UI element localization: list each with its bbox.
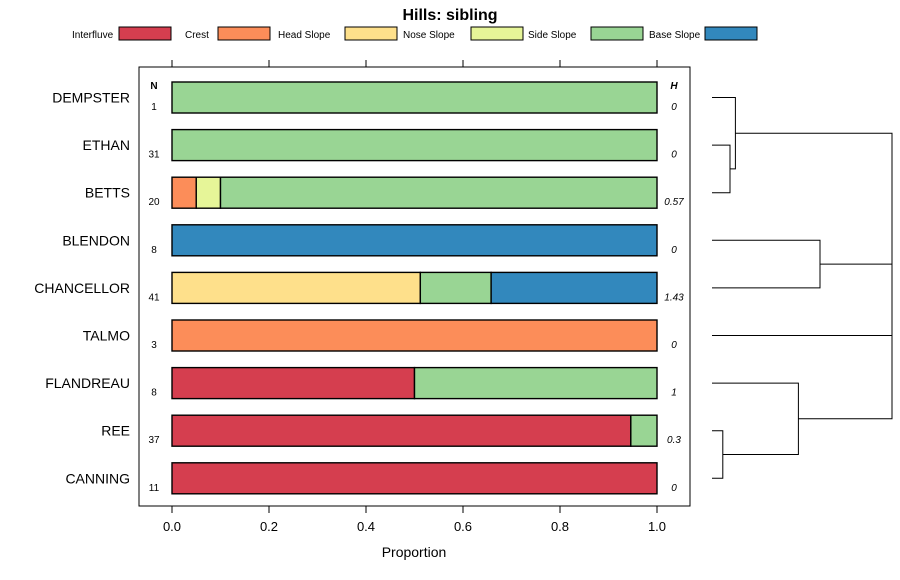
row-label-canning: CANNING (65, 470, 130, 486)
n-value-flandreau: 8 (151, 388, 157, 399)
row-label-betts: BETTS (85, 185, 130, 201)
bar-blendon-base-slope (171, 224, 658, 257)
dendrogram (712, 97, 893, 479)
legend-swatch-side-slope (590, 26, 644, 41)
dendrogram-branch-3 (712, 430, 724, 479)
legend-label-base-slope: Base Slope (649, 30, 701, 41)
x-axis: 0.0 0.2 0.4 0.6 0.8 1.0 (163, 60, 666, 534)
h-value-talmo: 0 (671, 340, 677, 351)
dendrogram-branch-4 (712, 382, 799, 455)
bar-ree-interfluve (171, 414, 632, 447)
bar-flandreau-interfluve (171, 366, 416, 400)
n-value-blendon: 8 (151, 245, 157, 256)
h-value-ree: 0.3 (667, 435, 681, 446)
n-value-talmo: 3 (151, 340, 157, 351)
h-value-dempster: 0 (671, 102, 677, 113)
row-label-ree: REE (101, 423, 130, 439)
h-value-flandreau: 1 (671, 388, 677, 399)
dendrogram-branch-5 (712, 263, 893, 336)
plot-frame (138, 66, 691, 507)
n-value-betts: 20 (148, 197, 160, 208)
row-label-ethan: ETHAN (83, 137, 130, 153)
bar-canning-interfluve (171, 462, 658, 495)
h-column-header: H (670, 81, 678, 92)
row-label-flandreau: FLANDREAU (45, 375, 130, 391)
dendrogram-branch-1 (712, 97, 736, 170)
bar-chancellor-head-slope (171, 271, 422, 305)
row-label-dempster: DEMPSTER (52, 90, 130, 106)
bar-talmo-crest (171, 319, 658, 352)
n-value-chancellor: 41 (148, 292, 160, 303)
legend: Interfluve Crest Head Slope Nose Slope Side … (72, 26, 758, 41)
legend-swatch-head-slope (344, 26, 398, 41)
legend-swatch-nose-slope (470, 26, 524, 41)
n-column-header: N (150, 81, 157, 92)
x-tick-label-2: 0.4 (357, 519, 375, 534)
row-label-talmo: TALMO (83, 328, 130, 344)
row-label-blendon: BLENDON (62, 232, 130, 248)
legend-label-head-slope: Head Slope (278, 30, 331, 41)
legend-label-nose-slope: Nose Slope (403, 30, 455, 41)
bar-chancellor-side-slope (419, 271, 492, 305)
dendrogram-branch-0 (712, 144, 731, 194)
bar-betts-crest (171, 176, 197, 209)
x-tick-label-4: 0.8 (551, 519, 569, 534)
dendrogram-branch-7 (798, 216, 893, 420)
bar-betts-side-slope (219, 176, 658, 209)
x-tick-label-0: 0.0 (163, 519, 181, 534)
h-value-blendon: 0 (671, 245, 677, 256)
legend-swatch-base-slope (704, 26, 758, 41)
x-tick-label-5: 1.0 (648, 519, 666, 534)
legend-label-side-slope: Side Slope (528, 30, 577, 41)
x-axis-title: Proportion (382, 544, 447, 560)
h-value-betts: 0.57 (664, 197, 684, 208)
bar-flandreau-side-slope (413, 366, 658, 400)
bar-ethan-side-slope (171, 128, 658, 162)
bar-betts-nose-slope (195, 176, 222, 209)
dendrogram-branch-2 (712, 239, 821, 289)
chart-title: Hills: sibling (402, 7, 497, 24)
n-value-dempster: 1 (151, 102, 157, 113)
n-value-ethan: 31 (148, 150, 160, 161)
x-tick-label-3: 0.6 (454, 519, 472, 534)
legend-swatch-crest (217, 26, 271, 41)
legend-label-interfluve: Interfluve (72, 30, 114, 41)
bar-chancellor-base-slope (490, 271, 658, 305)
bar-dempster-side-slope (171, 81, 658, 114)
h-value-chancellor: 1.43 (664, 292, 684, 303)
bar-ree-side-slope (630, 414, 658, 447)
legend-label-crest: Crest (185, 30, 209, 41)
n-value-ree: 37 (148, 435, 160, 446)
x-tick-label-1: 0.2 (260, 519, 278, 534)
h-value-canning: 0 (671, 483, 677, 494)
h-value-ethan: 0 (671, 150, 677, 161)
n-value-canning: 11 (149, 483, 160, 494)
legend-swatch-interfluve (118, 26, 172, 41)
row-label-chancellor: CHANCELLOR (34, 280, 130, 296)
dendrogram-branch-6 (735, 132, 893, 300)
